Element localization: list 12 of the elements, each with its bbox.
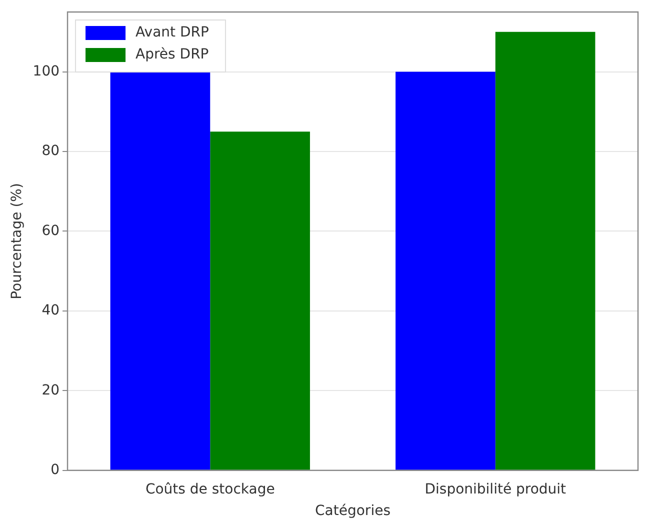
y-tick-label: 40 <box>42 302 60 319</box>
x-tick-label: Disponibilité produit <box>424 481 567 498</box>
y-axis-title: Pourcentage (%) <box>9 183 26 300</box>
y-tick-label: 100 <box>32 63 60 80</box>
legend-label: Avant DRP <box>136 24 209 41</box>
x-axis-title: Catégories <box>315 503 390 520</box>
y-tick-label: 20 <box>42 382 60 398</box>
y-tick-label: 60 <box>42 222 60 239</box>
legend-label: Après DRP <box>136 46 209 63</box>
y-tick-label: 0 <box>50 462 60 478</box>
x-tick-label: Coûts de stockage <box>145 481 275 498</box>
y-tick-label: 80 <box>42 143 60 160</box>
